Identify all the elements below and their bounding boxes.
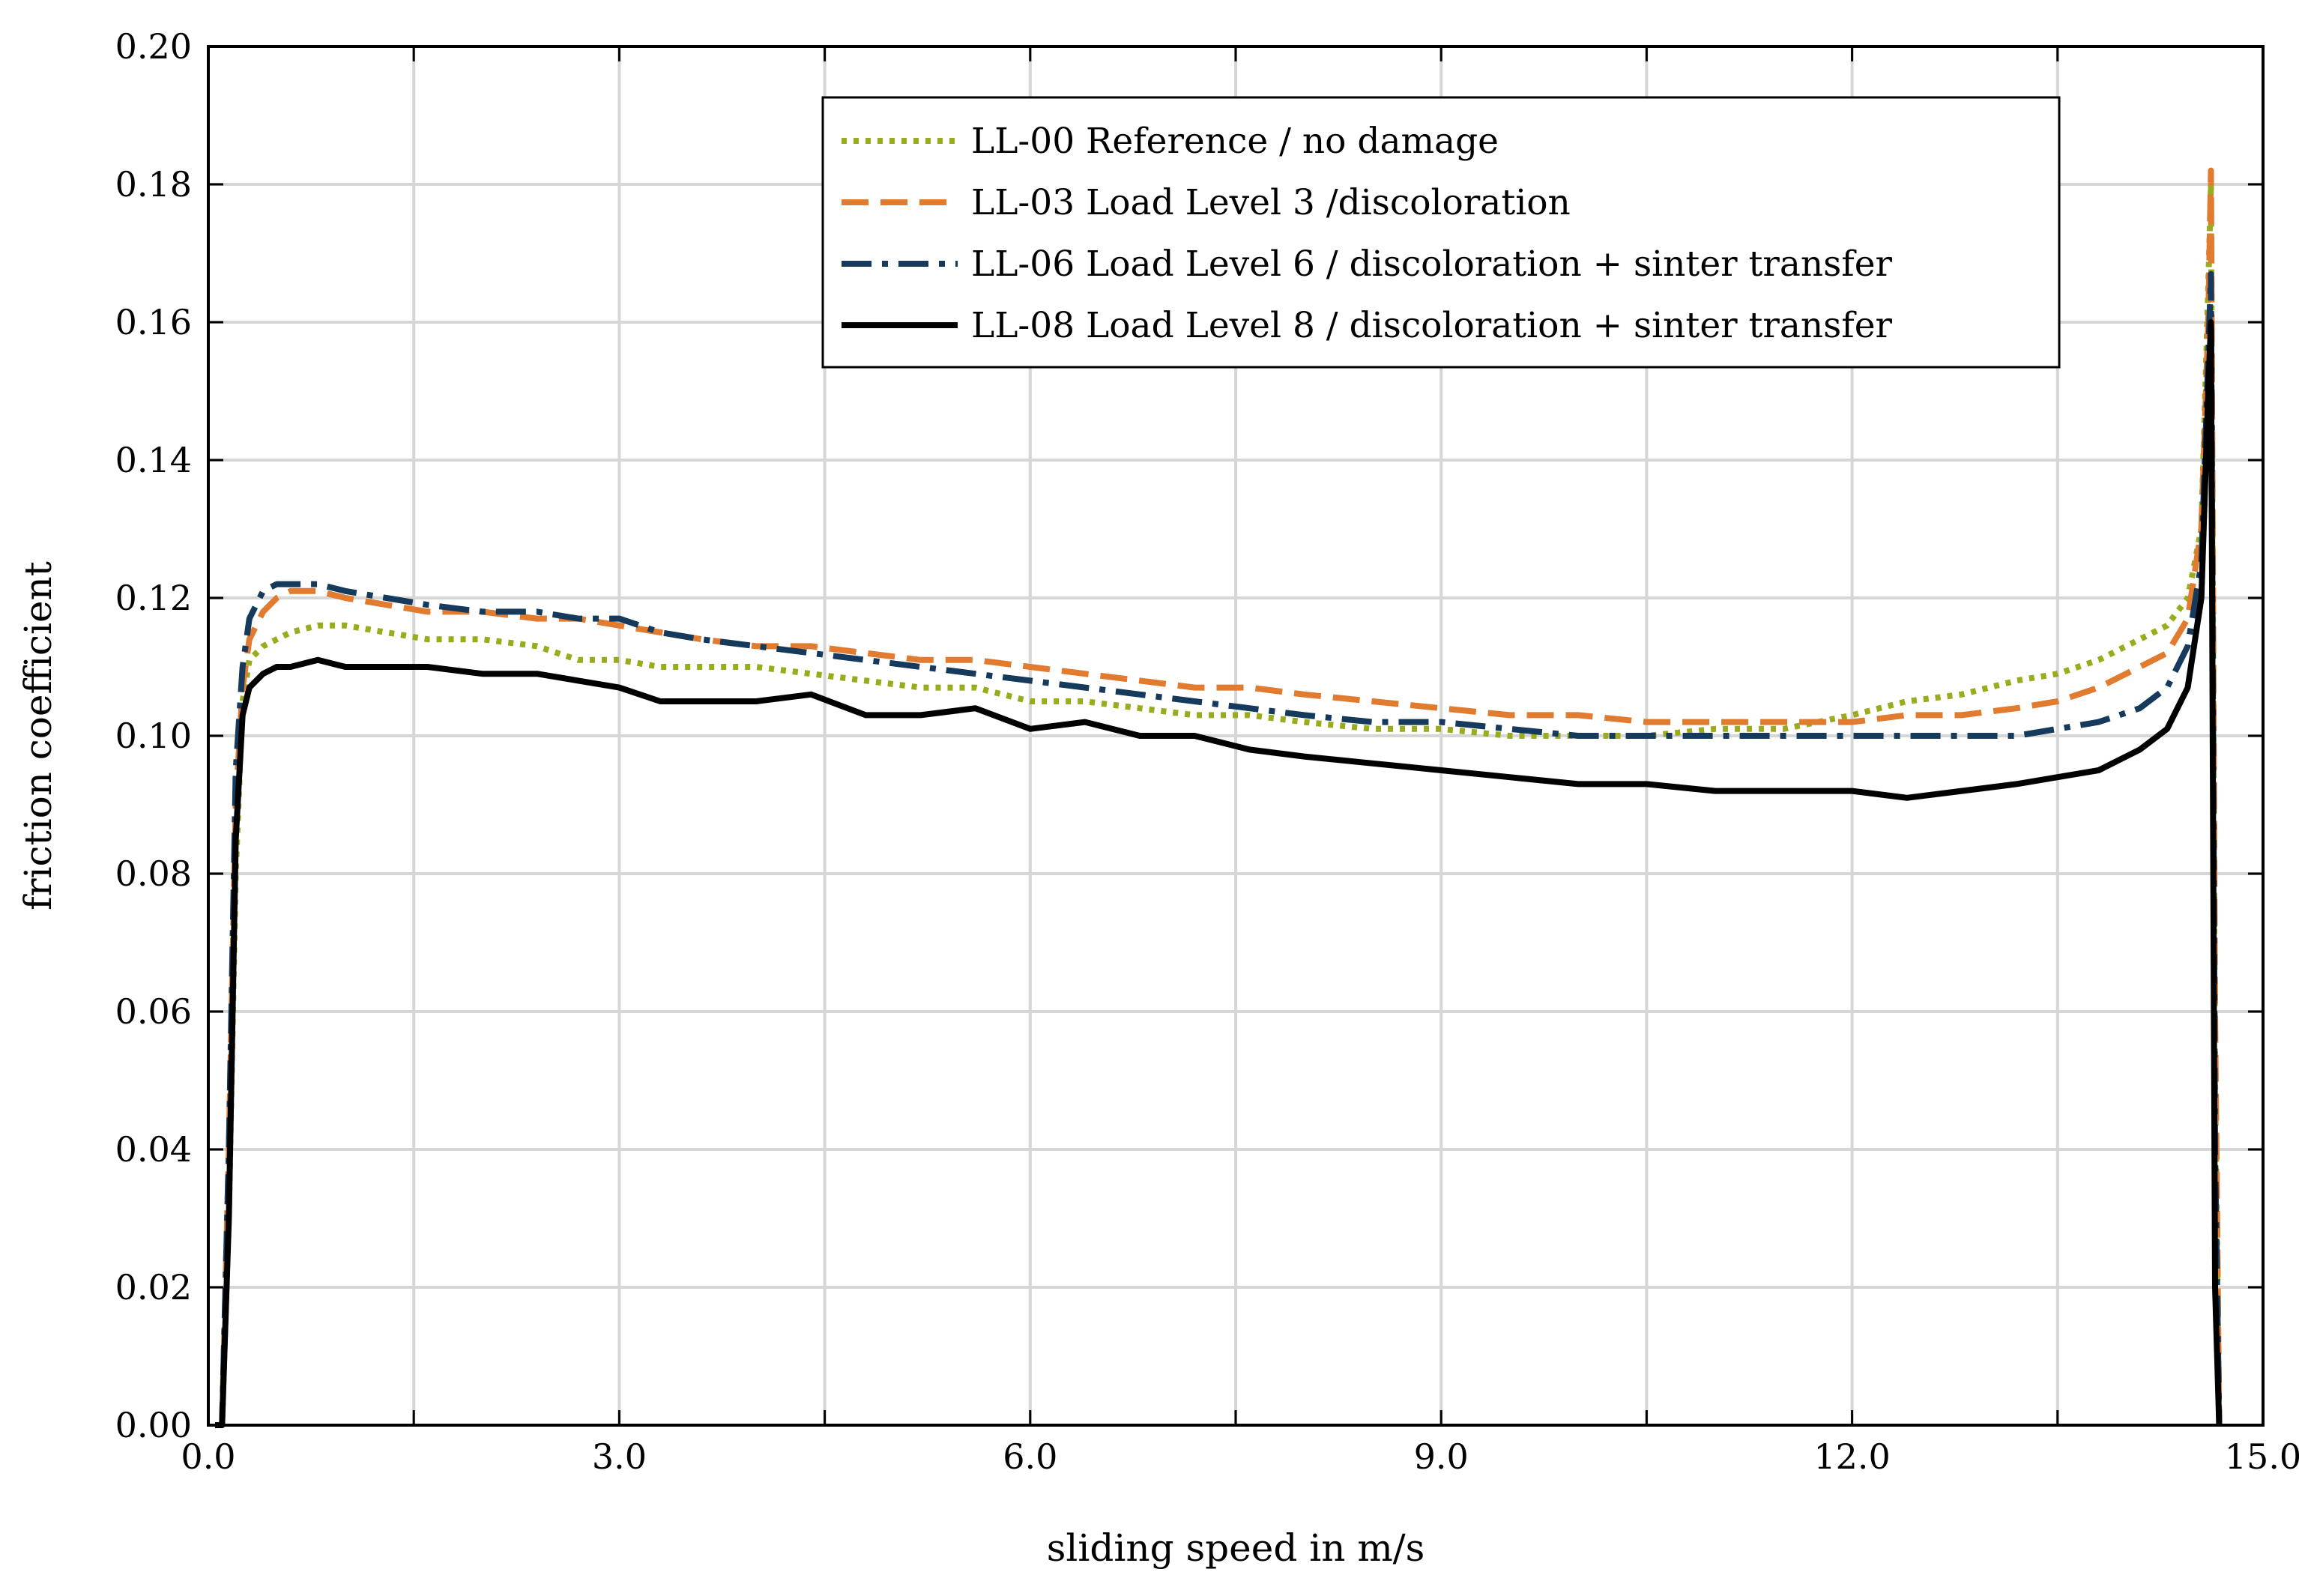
legend-label-2: LL-06 Load Level 6 / discoloration + sin… — [971, 244, 1893, 285]
x-tick-label: 12.0 — [1813, 1436, 1890, 1477]
legend-label-3: LL-08 Load Level 8 / discoloration + sin… — [971, 305, 1893, 346]
y-tick-label: 0.10 — [115, 716, 192, 756]
ticks — [207, 45, 2265, 1427]
x-tick-label: 3.0 — [592, 1436, 647, 1477]
y-tick-label: 0.14 — [115, 440, 192, 480]
x-tick-label: 6.0 — [1003, 1436, 1057, 1477]
y-tick-label: 0.06 — [115, 991, 192, 1032]
x-tick-label: 15.0 — [2225, 1436, 2299, 1477]
y-tick-label: 0.18 — [115, 164, 192, 205]
legend-box — [821, 96, 2061, 369]
y-tick-label: 0.20 — [115, 26, 192, 67]
x-tick-label: 0.0 — [181, 1436, 235, 1477]
y-tick-label: 0.02 — [115, 1267, 192, 1308]
legend-label-1: LL-03 Load Level 3 /discoloration — [971, 182, 1571, 223]
y-tick-label: 0.04 — [115, 1129, 192, 1170]
legend-label-0: LL-00 Reference / no damage — [971, 121, 1499, 162]
series-line-3 — [215, 319, 2223, 1428]
y-tick-label: 0.00 — [115, 1405, 192, 1445]
y-tick-label: 0.12 — [115, 578, 192, 618]
tick-labels: 0.0 3.0 6.0 9.0 12.0 15.0 0.00 0.02 0.04 0.06 0.08… — [115, 26, 2299, 1477]
series-line-1 — [215, 167, 2223, 1428]
legend: LL-00 Reference / no damage LL-03 Load Le… — [821, 96, 2061, 369]
series-layer — [215, 167, 2223, 1428]
y-axis-title: friction coefficient — [16, 561, 60, 910]
y-tick-label: 0.08 — [115, 853, 192, 894]
series-line-2 — [215, 270, 2223, 1428]
y-tick-label: 0.16 — [115, 302, 192, 342]
x-axis-title: sliding speed in m/s — [1047, 1526, 1425, 1570]
x-tick-label: 9.0 — [1414, 1436, 1469, 1477]
